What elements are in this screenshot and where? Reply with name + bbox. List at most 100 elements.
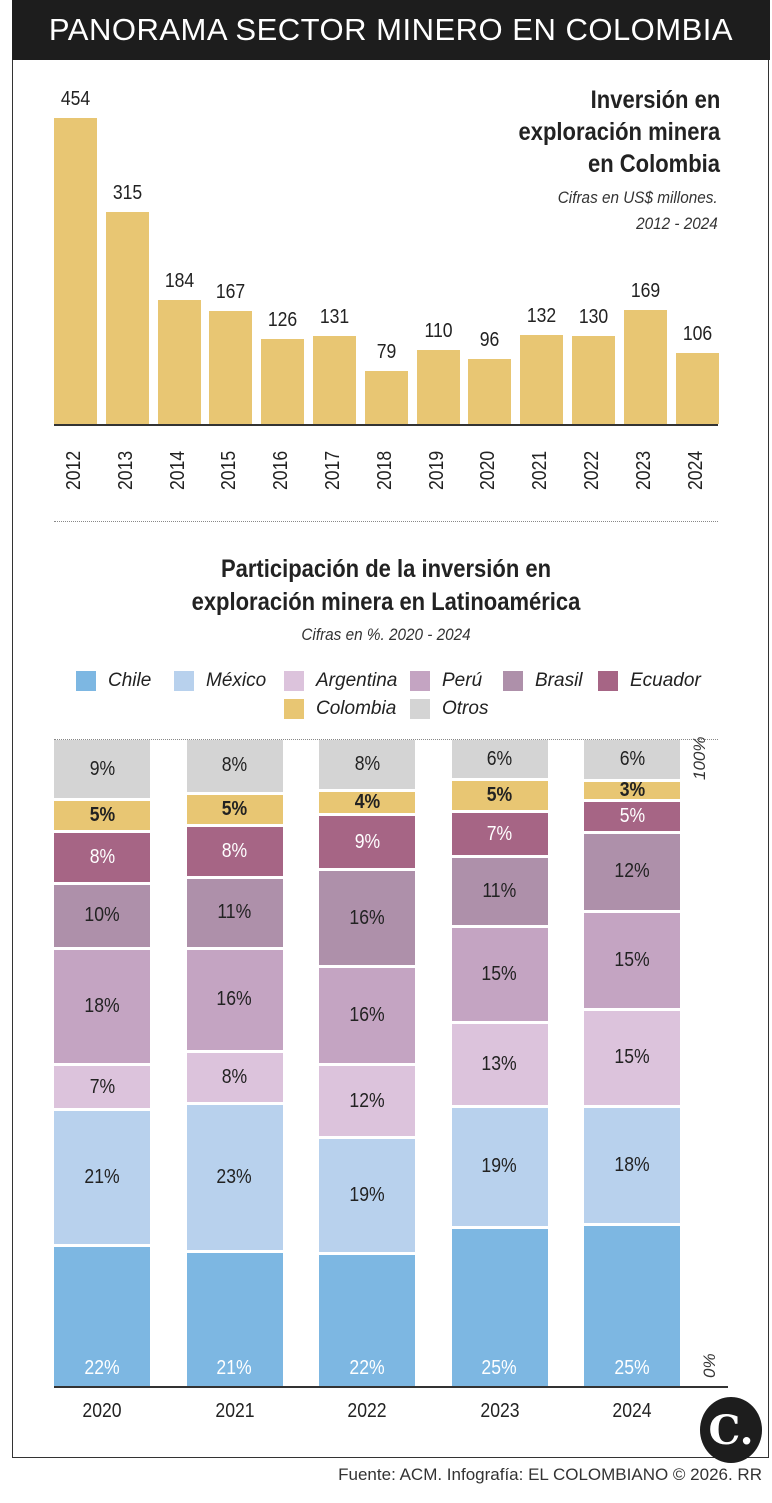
- segment-chile-2024: 25%: [584, 1222, 680, 1386]
- segment-perú-2024: 15%: [584, 909, 680, 1008]
- segment-value-label: 5%: [486, 784, 513, 807]
- segment-value-label: 11%: [482, 880, 517, 903]
- segment-value-label: 8%: [221, 1065, 248, 1088]
- segment-value-label: 22%: [84, 1356, 120, 1379]
- bar-value-label: 454: [60, 88, 91, 110]
- segment-méxico-2024: 18%: [584, 1105, 680, 1223]
- el-colombiano-logo: C.: [700, 1397, 762, 1463]
- segment-value-label: 11%: [217, 901, 252, 924]
- legend-label: Ecuador: [630, 670, 701, 691]
- legend-item-otros: Otros: [410, 698, 488, 720]
- logo-text: C.: [708, 1406, 754, 1454]
- segment-value-label: 8%: [354, 752, 380, 775]
- legend-item-chile: Chile: [76, 670, 151, 692]
- bar-2023: [623, 310, 667, 424]
- bar-value-label: 169: [630, 280, 660, 303]
- segment-argentina-2021: 8%: [186, 1050, 283, 1102]
- legend-swatch: [598, 671, 618, 691]
- segment-argentina-2023: 13%: [451, 1021, 548, 1105]
- segment-value-label: 23%: [216, 1166, 253, 1189]
- segment-value-label: 13%: [481, 1052, 518, 1075]
- legend-swatch: [410, 671, 430, 691]
- stacked-chart-title-line-2: exploración minera en Latinoamérica: [191, 588, 581, 616]
- axis-label-100: 100%: [690, 736, 709, 780]
- bar-2019: [416, 349, 460, 424]
- section-divider: [54, 521, 718, 522]
- x-axis-line: [54, 424, 718, 426]
- legend-label: Colombia: [316, 698, 397, 719]
- segment-argentina-2024: 15%: [584, 1007, 680, 1106]
- bar-value-label: 167: [216, 281, 246, 304]
- segment-perú-2020: 18%: [54, 946, 150, 1063]
- segment-value-label: 21%: [84, 1166, 120, 1189]
- legend-swatch: [503, 671, 523, 691]
- source-footer: Fuente: ACM. Infografía: EL COLOMBIANO ©…: [338, 1465, 762, 1484]
- segment-value-label: 6%: [619, 748, 645, 771]
- segment-value-label: 25%: [481, 1356, 518, 1379]
- bar-chart-title-line-1: Inversión en: [590, 86, 720, 114]
- segment-value-label: 19%: [349, 1184, 385, 1207]
- segment-value-label: 5%: [89, 804, 115, 827]
- segment-value-label: 18%: [84, 994, 120, 1017]
- legend-swatch: [284, 699, 304, 719]
- segment-value-label: 5%: [619, 805, 645, 828]
- legend-item-colombia: Colombia: [284, 698, 396, 720]
- segment-value-label: 9%: [89, 757, 115, 780]
- bar-value-label: 110: [424, 319, 453, 342]
- segment-otros-2022: 8%: [319, 740, 415, 789]
- segment-ecuador-2023: 7%: [451, 810, 548, 856]
- legend-item-argentina: Argentina: [284, 670, 397, 692]
- segment-value-label: 25%: [614, 1356, 650, 1379]
- x-tick-label: 2021: [529, 450, 552, 490]
- x-tick-label: 2013: [114, 450, 137, 490]
- segment-brasil-2022: 16%: [319, 867, 415, 966]
- segment-chile-2022: 22%: [319, 1251, 415, 1386]
- segment-value-label: 16%: [349, 1004, 385, 1027]
- x-tick-label: 2014: [166, 450, 189, 490]
- segment-value-label: 21%: [216, 1356, 253, 1379]
- segment-argentina-2022: 12%: [319, 1063, 415, 1137]
- x-tick-label: 2023: [479, 1400, 520, 1422]
- bar-value-label: 315: [112, 181, 142, 204]
- segment-value-label: 8%: [221, 839, 248, 862]
- legend-label: Argentina: [316, 670, 398, 691]
- x-tick-label: 2024: [612, 1400, 652, 1422]
- legend-item-brasil: Brasil: [503, 670, 583, 692]
- bar-2020: [468, 359, 512, 424]
- segment-ecuador-2020: 8%: [54, 830, 150, 883]
- segment-value-label: 19%: [481, 1155, 518, 1178]
- segment-value-label: 16%: [349, 906, 385, 929]
- segment-value-label: 5%: [221, 797, 248, 820]
- segment-value-label: 6%: [486, 747, 513, 770]
- top-reference-line: [54, 739, 718, 740]
- x-tick-label: 2018: [373, 450, 396, 490]
- segment-brasil-2024: 12%: [584, 831, 680, 910]
- bar-chart-subtitle-2: 2012 - 2024: [636, 214, 718, 233]
- legend-swatch: [410, 699, 430, 719]
- segment-value-label: 3%: [619, 778, 645, 801]
- bar-2013: [105, 211, 149, 424]
- segment-méxico-2021: 23%: [186, 1101, 283, 1251]
- legend-swatch: [174, 671, 194, 691]
- segment-value-label: 15%: [481, 963, 518, 986]
- segment-chile-2023: 25%: [451, 1226, 548, 1386]
- x-tick-label: 2021: [214, 1400, 255, 1422]
- segment-otros-2020: 9%: [54, 740, 150, 799]
- segment-ecuador-2022: 9%: [319, 813, 415, 868]
- x-tick-label: 2022: [347, 1400, 387, 1422]
- segment-colombia-2020: 5%: [54, 798, 150, 831]
- x-tick-label: 2022: [581, 450, 603, 490]
- segment-brasil-2023: 11%: [451, 855, 548, 926]
- legend-label: Chile: [108, 670, 152, 691]
- segment-chile-2021: 21%: [186, 1250, 283, 1386]
- bar-2021: [520, 335, 564, 424]
- bar-2014: [157, 299, 201, 424]
- segment-ecuador-2024: 5%: [584, 798, 680, 832]
- legend-swatch: [76, 671, 96, 691]
- segment-brasil-2020: 10%: [54, 882, 150, 947]
- segment-value-label: 15%: [614, 1046, 650, 1069]
- segment-value-label: 7%: [486, 822, 513, 845]
- x-tick-label: 2017: [322, 450, 344, 490]
- bar-value-label: 126: [268, 309, 298, 332]
- stacked-chart-title-line-1: Participación de la inversión en: [220, 555, 552, 583]
